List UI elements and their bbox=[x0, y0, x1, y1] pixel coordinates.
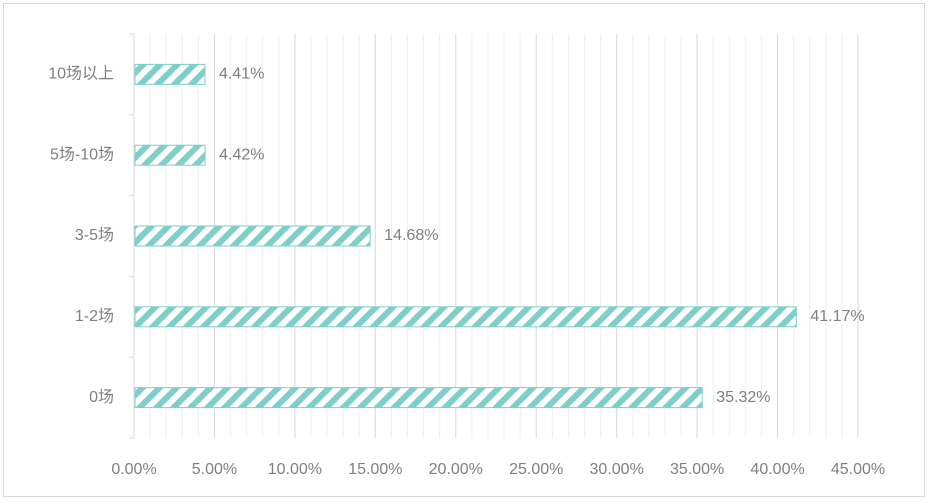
bar bbox=[134, 225, 371, 247]
bars bbox=[134, 63, 797, 409]
category-label: 3-5场 bbox=[75, 226, 114, 244]
x-tick-label: 20.00% bbox=[429, 461, 483, 478]
category-label: 1-2场 bbox=[75, 307, 114, 325]
category-label: 5场-10场 bbox=[50, 145, 114, 163]
x-tick-label: 25.00% bbox=[509, 461, 563, 478]
category-label: 10场以上 bbox=[48, 65, 114, 83]
data-label: 41.17% bbox=[810, 308, 864, 325]
x-tick-label: 0.00% bbox=[111, 461, 156, 478]
y-axis bbox=[129, 33, 135, 439]
x-tick-label: 40.00% bbox=[750, 461, 804, 478]
chart-frame bbox=[3, 3, 925, 497]
labels: 10场以上 4.41% 5场-10场 4.42% 3-5场 14.68% 1-2场 41.17… bbox=[48, 65, 885, 479]
data-label: 4.41% bbox=[219, 66, 264, 83]
bar bbox=[134, 63, 206, 85]
x-tick-label: 45.00% bbox=[831, 461, 885, 478]
x-tick-label: 10.00% bbox=[268, 461, 322, 478]
x-tick-label: 30.00% bbox=[590, 461, 644, 478]
data-label: 35.32% bbox=[716, 389, 770, 406]
x-tick-label: 5.00% bbox=[192, 461, 237, 478]
bar bbox=[134, 144, 206, 166]
x-tick-label: 15.00% bbox=[348, 461, 402, 478]
x-tick-label: 35.00% bbox=[670, 461, 724, 478]
bar bbox=[134, 387, 703, 409]
bar bbox=[134, 306, 797, 328]
data-label: 14.68% bbox=[384, 227, 438, 244]
category-label: 0场 bbox=[89, 388, 114, 406]
data-label: 4.42% bbox=[219, 146, 264, 163]
